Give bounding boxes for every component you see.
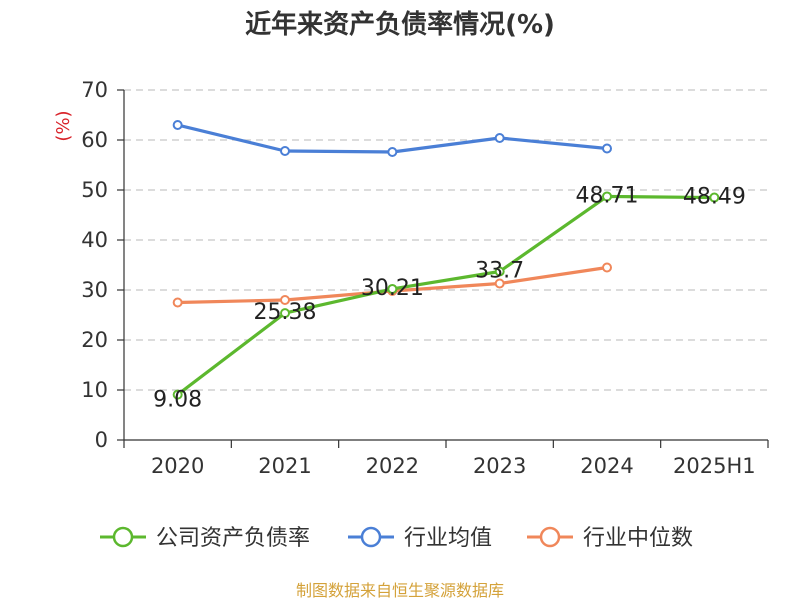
axes: 0 10 20 30 40 50 60 70 2020 2021 2022 2023 2024 2025H… — [53, 78, 769, 478]
data-labels: 9.08 25.38 30.21 33.7 48.71 48.49 — [153, 183, 746, 412]
data-label: 9.08 — [153, 388, 202, 413]
y-tick-label: 0 — [95, 428, 108, 452]
series-2-point — [172, 297, 183, 308]
y-tick-label: 60 — [81, 128, 108, 152]
series-layer — [172, 120, 720, 400]
data-label: 48.71 — [576, 183, 639, 208]
series-1-point — [602, 143, 612, 154]
x-tick-label: 2024 — [580, 454, 633, 478]
legend-swatch-marker-2 — [539, 526, 561, 548]
y-axis-unit: (%) — [53, 110, 74, 141]
legend-label: 行业均值 — [404, 526, 492, 551]
series-0-point — [387, 283, 398, 294]
series-2-point — [602, 262, 612, 273]
y-tick-label: 50 — [81, 178, 108, 202]
series-0-point — [172, 389, 183, 400]
series-line-0 — [176, 194, 715, 396]
y-tick-label: 70 — [81, 78, 108, 102]
series-0-point — [494, 266, 505, 277]
x-tick-label: 2022 — [366, 454, 419, 478]
data-label: 48.49 — [683, 185, 746, 210]
legend-label: 行业中位数 — [583, 526, 693, 551]
legend-swatch-marker-0 — [112, 526, 134, 548]
source-note: 制图数据来自恒生聚源数据库 — [295, 581, 504, 600]
x-tick-label: 2021 — [258, 454, 311, 478]
data-label: 30.21 — [361, 276, 424, 301]
series-0-point — [280, 308, 290, 319]
series-0-point — [602, 191, 612, 202]
legend: 公司资产负债率 行业均值 行业中位数 — [100, 526, 693, 551]
series-1-point — [494, 133, 505, 143]
legend-label: 公司资产负债率 — [156, 526, 310, 551]
series-1-point — [387, 147, 398, 157]
series-2-point — [280, 295, 290, 305]
series-1-point — [280, 146, 290, 156]
y-tick-label: 30 — [81, 278, 108, 302]
data-label: 33.7 — [475, 259, 524, 284]
series-1-point — [172, 120, 183, 130]
x-tick-label: 2025H1 — [673, 454, 756, 478]
x-tick-label: 2020 — [151, 454, 204, 478]
chart-title: 近年来资产负债率情况(%) — [245, 10, 555, 40]
series-2-point — [494, 278, 505, 289]
data-label: 25.38 — [254, 300, 317, 325]
y-tick-label: 40 — [81, 228, 108, 252]
x-tick-label: 2023 — [473, 454, 526, 478]
y-tick-label: 20 — [81, 328, 108, 352]
legend-swatch-marker-1 — [360, 526, 382, 548]
series-0-point — [709, 192, 720, 203]
y-tick-label: 10 — [81, 378, 108, 402]
